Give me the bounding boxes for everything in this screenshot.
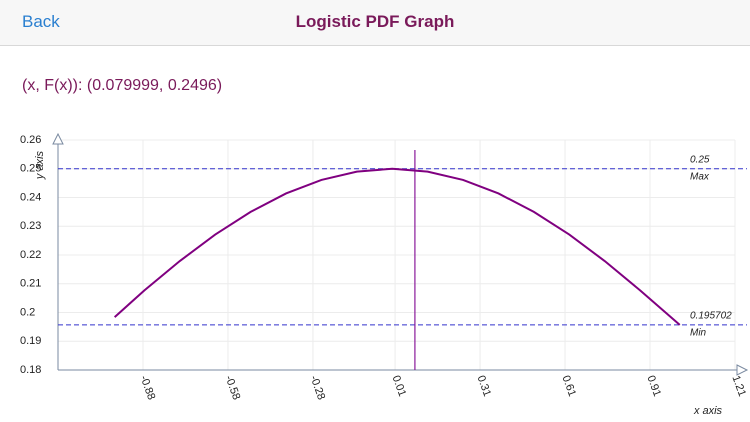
x-tick-label: -0.88 — [137, 374, 157, 402]
ref-value: 0.25 — [690, 154, 710, 165]
ref-value: 0.195702 — [690, 310, 732, 321]
y-tick-label: 0.18 — [20, 364, 41, 376]
nav-title: Logistic PDF Graph — [295, 12, 455, 31]
y-tick-label: 0.25 — [20, 163, 41, 175]
nav-bar: Back Logistic PDF Graph — [0, 0, 750, 46]
readout: (x, F(x)): (0.079999, 0.2496) — [22, 77, 223, 94]
x-tick-label: 0.01 — [390, 374, 409, 398]
y-tick-label: 0.26 — [20, 134, 41, 146]
y-tick-label: 0.22 — [20, 249, 41, 261]
y-tick-label: 0.23 — [20, 220, 41, 232]
ref-label: Min — [690, 327, 707, 338]
y-tick-label: 0.19 — [20, 335, 41, 347]
y-axis-arrow — [52, 132, 64, 145]
y-axis-label: y axis — [34, 150, 46, 180]
back-button[interactable]: Back — [22, 12, 60, 31]
x-axis-label: x axis — [693, 405, 723, 417]
x-tick-label: 0.61 — [559, 374, 578, 398]
x-tick-label: -0.58 — [222, 374, 242, 402]
y-tick-label: 0.2 — [20, 306, 35, 318]
curve — [113, 167, 681, 326]
x-tick-label: 1.21 — [729, 374, 748, 398]
x-axis-arrow — [736, 364, 749, 376]
x-tick-label: 0.31 — [475, 374, 494, 398]
x-tick-label: -0.28 — [307, 374, 327, 402]
ref-label: Max — [690, 171, 710, 182]
y-tick-label: 0.24 — [20, 191, 41, 203]
x-tick-label: 0.91 — [644, 374, 663, 398]
y-tick-label: 0.21 — [20, 278, 41, 290]
